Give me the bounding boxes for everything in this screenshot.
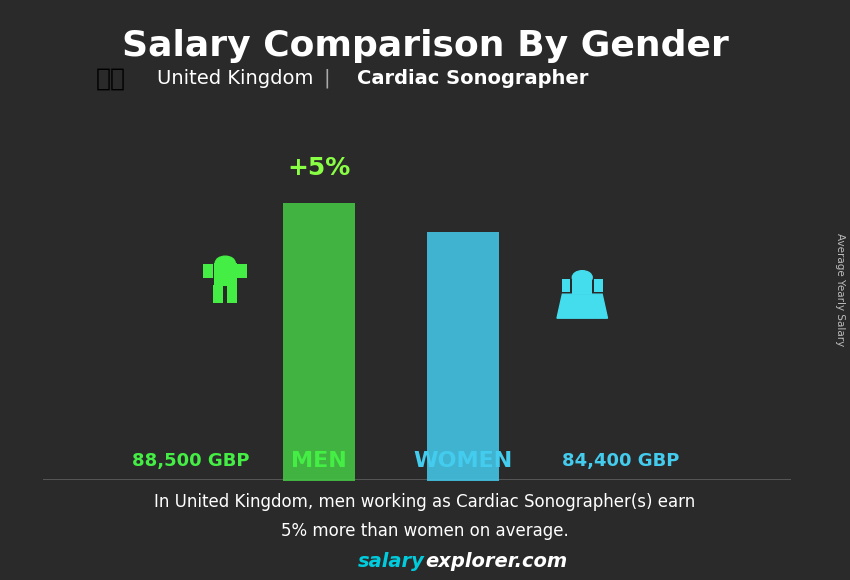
Text: United Kingdom: United Kingdom	[157, 69, 314, 88]
Circle shape	[215, 256, 235, 270]
Text: In United Kingdom, men working as Cardiac Sonographer(s) earn: In United Kingdom, men working as Cardia…	[155, 492, 695, 511]
FancyBboxPatch shape	[214, 263, 236, 286]
Text: WOMEN: WOMEN	[414, 451, 513, 471]
Text: Salary Comparison By Gender: Salary Comparison By Gender	[122, 29, 728, 63]
Polygon shape	[557, 294, 608, 318]
FancyBboxPatch shape	[572, 280, 592, 294]
FancyBboxPatch shape	[42, 478, 790, 480]
Text: salary: salary	[358, 552, 425, 571]
FancyBboxPatch shape	[428, 232, 499, 481]
Text: MEN: MEN	[291, 451, 347, 471]
Text: Cardiac Sonographer: Cardiac Sonographer	[357, 69, 588, 88]
FancyBboxPatch shape	[237, 264, 247, 278]
FancyBboxPatch shape	[594, 278, 603, 292]
FancyBboxPatch shape	[213, 285, 224, 303]
FancyBboxPatch shape	[227, 285, 237, 303]
FancyBboxPatch shape	[203, 264, 213, 278]
Text: 88,500 GBP: 88,500 GBP	[133, 452, 250, 470]
Text: +5%: +5%	[287, 156, 350, 180]
Text: 84,400 GBP: 84,400 GBP	[562, 452, 679, 470]
Text: |: |	[324, 68, 331, 88]
Text: Average Yearly Salary: Average Yearly Salary	[835, 233, 845, 347]
Circle shape	[572, 271, 592, 284]
FancyBboxPatch shape	[282, 203, 355, 481]
FancyBboxPatch shape	[562, 278, 570, 292]
Text: 🇬🇧: 🇬🇧	[95, 66, 126, 90]
Text: explorer.com: explorer.com	[425, 552, 567, 571]
Text: 5% more than women on average.: 5% more than women on average.	[281, 521, 569, 540]
